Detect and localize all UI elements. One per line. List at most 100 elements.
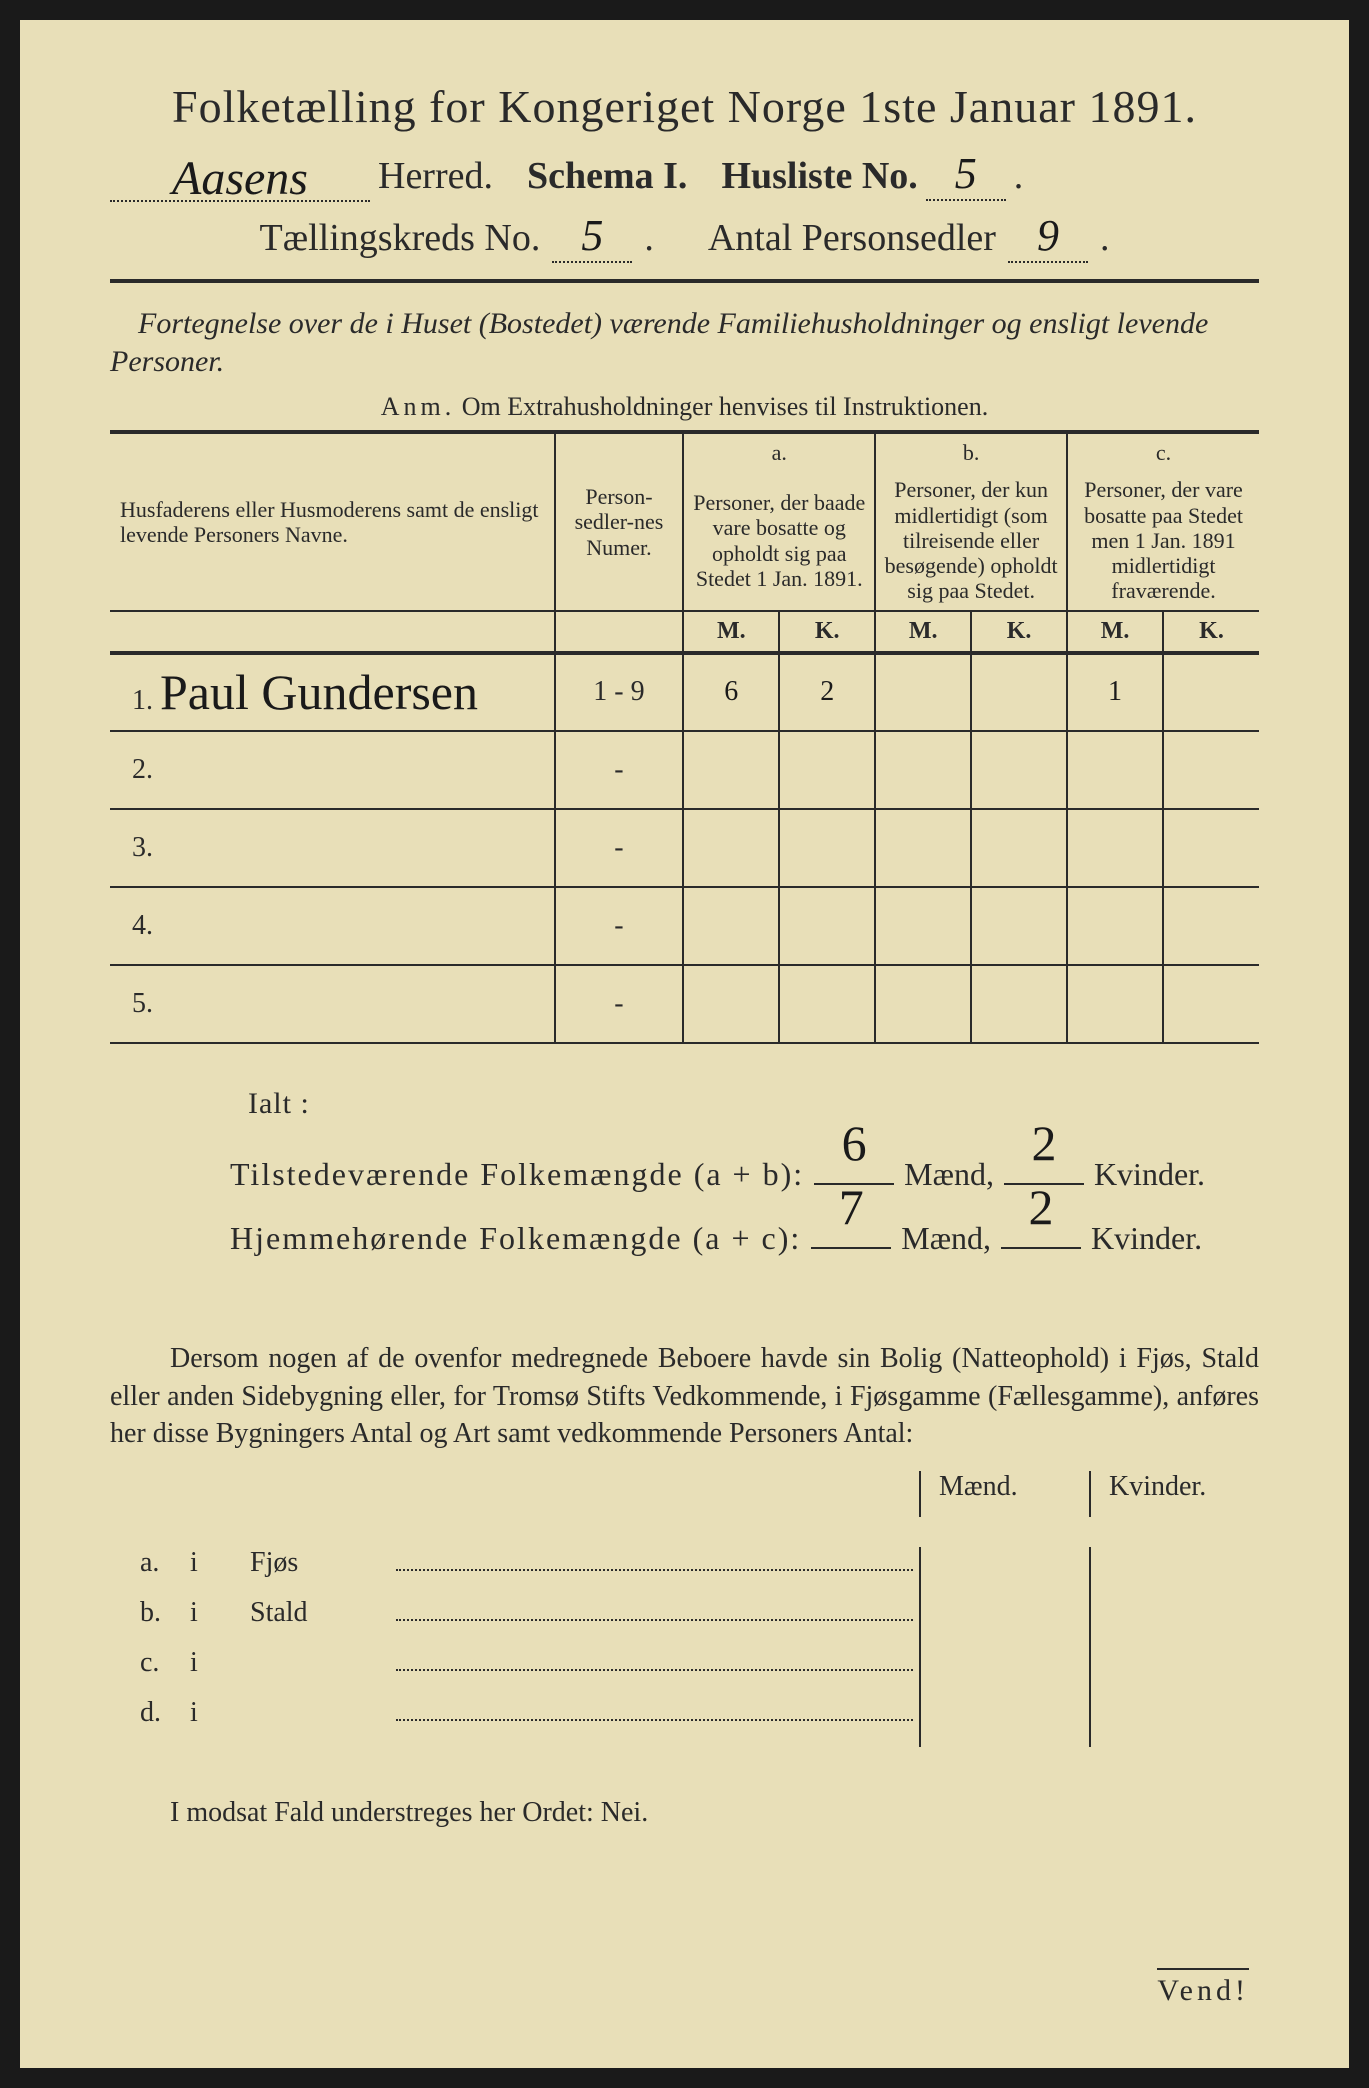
row-a-m [683, 809, 779, 887]
row-name-cell: 3. [110, 809, 555, 887]
cat-i: i [190, 1547, 250, 1579]
col-a-letter: a. [683, 432, 875, 471]
table-header-mk: M. K. M. K. M. K. [110, 611, 1259, 653]
anm-line: Anm. Om Extrahusholdninger henvises til … [110, 392, 1259, 422]
table-row: 4. - [110, 887, 1259, 965]
census-table: Husfaderens eller Husmoderens samt de en… [110, 430, 1259, 1044]
total-line-1: Tilstedeværende Folkemængde (a + b): 6 M… [230, 1142, 1259, 1206]
kreds-label: Tællingskreds No. [260, 216, 541, 260]
subtitle: Fortegnelse over de i Huset (Bostedet) v… [110, 305, 1259, 380]
period: . [1014, 154, 1024, 198]
personsedler-label: Antal Personsedler [708, 216, 996, 260]
col-name-header: Husfaderens eller Husmoderens samt de en… [110, 432, 555, 611]
cat-label: d. [110, 1697, 190, 1729]
maend-label: Mænd, [904, 1142, 994, 1206]
cat-i: i [190, 1697, 250, 1729]
col-b-header: Personer, der kun midlertidigt (som tilr… [875, 471, 1067, 610]
anm-text: Om Extrahusholdninger henvises til Instr… [462, 392, 988, 421]
row-c-m [1067, 731, 1163, 809]
col-a-header: Personer, der baade vare bosatte og opho… [683, 471, 875, 610]
col-b-k: K. [971, 611, 1067, 653]
period: . [1100, 216, 1110, 260]
row-c-k [1163, 809, 1259, 887]
cat-dots [396, 1619, 913, 1621]
header-line-3: Tællingskreds No. 5 . Antal Personsedler… [110, 210, 1259, 263]
kvinder-label: Kvinder. [1091, 1206, 1202, 1270]
cat-name: Fjøs [250, 1547, 390, 1579]
mk-header: Mænd. Kvinder. [110, 1471, 1259, 1517]
total-line-2: Hjemmehørende Folkemængde (a + c): 7 Mæn… [230, 1206, 1259, 1270]
col-a-m: M. [683, 611, 779, 653]
cat-label: c. [110, 1647, 190, 1679]
row-c-k [1163, 731, 1259, 809]
ialt-label: Ialt : [248, 1074, 1259, 1134]
row-b-m [875, 887, 971, 965]
herred-label: Herred. [378, 154, 493, 198]
col-c-m: M. [1067, 611, 1163, 653]
col-c-k: K. [1163, 611, 1259, 653]
row-a-k [779, 965, 875, 1043]
maend-col-header: Mænd. [919, 1471, 1089, 1517]
personsedler-no-field: 9 [1008, 210, 1088, 263]
maend-label: Mænd, [901, 1206, 991, 1270]
kreds-no-field: 5 [552, 210, 632, 263]
mk-vlines [919, 1547, 1259, 1747]
header-line-2: Aasens Herred. Schema I. Husliste No. 5 … [110, 145, 1259, 202]
col-b-m: M. [875, 611, 971, 653]
cat-i: i [190, 1647, 250, 1679]
anm-label: Anm. [381, 392, 456, 421]
row-b-k [971, 653, 1067, 731]
row-c-m [1067, 887, 1163, 965]
row-a-k [779, 731, 875, 809]
table-row: 2. - [110, 731, 1259, 809]
row-numer-cell: - [555, 965, 684, 1043]
row-c-k [1163, 653, 1259, 731]
row-b-m [875, 731, 971, 809]
cat-i: i [190, 1597, 250, 1629]
total2-m-field: 7 [811, 1247, 891, 1249]
row-name-cell: 2. [110, 731, 555, 809]
row-name-cell: 5. [110, 965, 555, 1043]
row-b-k [971, 809, 1067, 887]
cat-dots [396, 1719, 913, 1721]
row-a-k: 2 [779, 653, 875, 731]
cat-name: Stald [250, 1597, 390, 1629]
row-a-m: 6 [683, 653, 779, 731]
row-a-m [683, 965, 779, 1043]
row-numer-cell: 1 - 9 [555, 653, 684, 731]
col-c-letter: c. [1067, 432, 1259, 471]
kreds-no: 5 [581, 211, 603, 260]
page-title: Folketælling for Kongeriget Norge 1ste J… [110, 80, 1259, 133]
husliste-label: Husliste No. [721, 154, 917, 198]
cat-dots [396, 1669, 913, 1671]
total2-k: 2 [1029, 1157, 1054, 1257]
row-c-m [1067, 965, 1163, 1043]
row-c-k [1163, 887, 1259, 965]
col-b-letter: b. [875, 432, 1067, 471]
row-a-m [683, 731, 779, 809]
row-c-m [1067, 809, 1163, 887]
row-c-k [1163, 965, 1259, 1043]
cat-label: a. [110, 1547, 190, 1579]
personsedler-no: 9 [1037, 211, 1059, 260]
husliste-no: 5 [955, 149, 977, 198]
total2-label: Hjemmehørende Folkemængde (a + c): [230, 1206, 801, 1270]
table-row: 5. - [110, 965, 1259, 1043]
row-name-cell: 1. Paul Gundersen [110, 653, 555, 731]
kvinder-col-header: Kvinder. [1089, 1471, 1259, 1517]
census-form-page: Folketælling for Kongeriget Norge 1ste J… [20, 20, 1349, 2068]
husliste-no-field: 5 [926, 148, 1006, 201]
category-section: Mænd. Kvinder. a. i Fjøs b. i Stald c. i… [110, 1471, 1259, 1747]
row-a-k [779, 887, 875, 965]
herred-field: Aasens [110, 145, 370, 202]
row-name-cell: 4. [110, 887, 555, 965]
total2-k-field: 2 [1001, 1247, 1081, 1249]
row-b-m [875, 653, 971, 731]
table-row: 3. - [110, 809, 1259, 887]
total1-label: Tilstedeværende Folkemængde (a + b): [230, 1142, 804, 1206]
row-numer-cell: - [555, 809, 684, 887]
body-paragraph: Dersom nogen af de ovenfor medregnede Be… [110, 1340, 1259, 1453]
divider [110, 279, 1259, 283]
total2-m: 7 [839, 1157, 864, 1257]
cat-dots [396, 1569, 913, 1571]
